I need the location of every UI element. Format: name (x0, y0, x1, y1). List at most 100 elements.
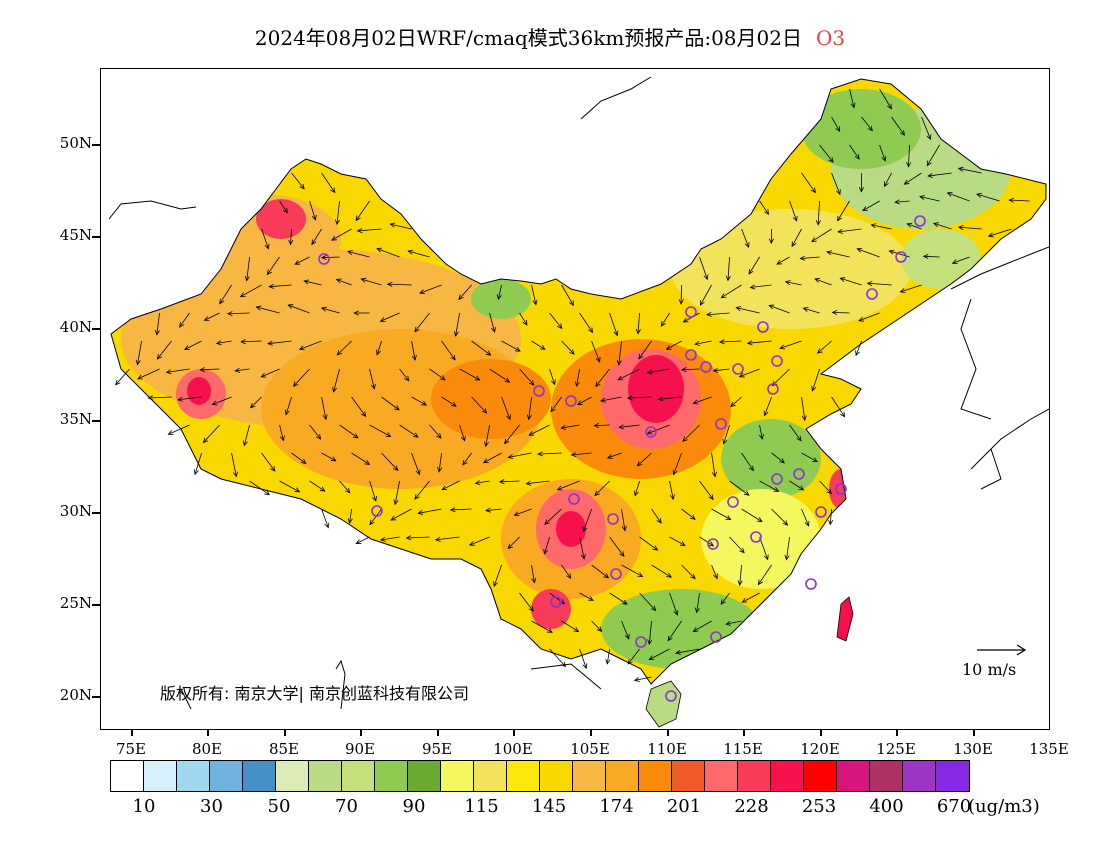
wind-arrow (453, 312, 460, 337)
lon-tick (207, 730, 209, 736)
wind-arrow (351, 396, 367, 418)
coastlines-north (108, 76, 652, 220)
wind-arrow (776, 256, 790, 265)
site-marker (732, 363, 744, 375)
wind-arrow (899, 284, 922, 293)
wind-arrow (239, 284, 262, 298)
wind-arrow (725, 256, 731, 282)
wind-arrow (651, 508, 662, 524)
wind-arrow (946, 191, 970, 202)
wind-reference-arrow (977, 644, 1027, 656)
wind-arrow (680, 367, 700, 373)
lat-tick (92, 236, 100, 238)
wind-arrow (147, 395, 172, 401)
wind-arrow (434, 536, 460, 542)
lat-label-45: 45N (59, 226, 92, 244)
wind-arrow (891, 116, 905, 136)
site-marker (793, 468, 805, 480)
lon-tick (667, 730, 669, 736)
wind-arrow (729, 480, 750, 496)
wind-arrow (595, 368, 610, 388)
wind-arrow (735, 306, 760, 314)
wind-arrow (576, 396, 592, 406)
wind-arrow (489, 368, 511, 383)
wind-arrow (244, 256, 250, 282)
wind-arrow (858, 172, 864, 193)
wind-arrow (771, 452, 785, 464)
wind-arrow (414, 480, 430, 500)
wind-arrow (507, 536, 520, 550)
wind-arrow (694, 340, 712, 346)
wind-arrow (815, 200, 821, 226)
site-marker (835, 483, 847, 495)
legend-label: 228 (734, 796, 769, 817)
wind-arrow (862, 200, 880, 212)
wind-arrow (437, 452, 443, 473)
wind-arrow (665, 340, 682, 350)
legend-swatch (936, 761, 969, 791)
lat-label-25: 25N (59, 594, 92, 612)
wind-arrow (646, 424, 670, 435)
site-marker (700, 361, 712, 373)
wind-arrow (711, 564, 718, 580)
lon-label-85: 85E (268, 740, 300, 758)
wind-arrow (321, 452, 337, 462)
wind-arrow (593, 422, 610, 429)
wind-arrow (528, 424, 550, 436)
wind-arrow (411, 452, 421, 476)
wind-arrow (741, 508, 763, 523)
lon-label-120: 120E (800, 740, 840, 758)
wind-arrow (667, 620, 682, 642)
legend-swatch (408, 761, 441, 791)
wind-arrow (288, 228, 294, 246)
wind-arrow (831, 172, 841, 196)
legend-swatch (342, 761, 375, 791)
wind-arrow (429, 368, 446, 381)
wind-arrow (926, 144, 940, 167)
site-marker (565, 395, 577, 407)
wind-arrow (279, 480, 301, 493)
wind-arrow (627, 648, 640, 665)
wind-arrow (609, 312, 619, 337)
wind-arrow (976, 192, 1000, 202)
wind-arrow (458, 284, 472, 301)
site-marker (610, 568, 622, 580)
wind-arrow (376, 247, 400, 258)
wind-arrow (582, 508, 592, 533)
copyright-text: 版权所有: 南京大学| 南京创蓝科技有限公司 (160, 684, 469, 703)
wind-arrow (894, 199, 910, 205)
legend-label: 70 (335, 796, 358, 817)
wind-arrow (1008, 197, 1030, 203)
wind-arrow (549, 312, 563, 330)
wind-arrow (699, 480, 714, 501)
wind-arrow (298, 340, 322, 351)
lon-tick (284, 730, 286, 736)
monitoring-sites (318, 215, 926, 702)
wind-arrow (507, 452, 532, 460)
wind-arrow (321, 172, 336, 194)
site-marker (771, 355, 783, 367)
wind-arrow (379, 536, 400, 542)
lat-label-30: 30N (59, 502, 92, 520)
wind-arrow (617, 368, 640, 381)
wind-arrow (249, 480, 270, 496)
legend-swatch (276, 761, 309, 791)
lat-label-20: 20N (59, 686, 92, 704)
wind-arrow (759, 200, 770, 215)
wind-arrow (784, 280, 802, 286)
lat-tick (92, 512, 100, 514)
wind-arrow (831, 396, 846, 418)
wind-arrow (292, 368, 310, 387)
site-marker (645, 426, 657, 438)
site-marker (635, 636, 647, 648)
lon-label-95: 95E (421, 740, 453, 758)
wind-arrow (356, 228, 382, 234)
wind-arrow (355, 200, 370, 222)
wind-arrow (657, 396, 682, 402)
wind-arrow (621, 508, 627, 532)
wind-arrow (309, 200, 317, 221)
wind-arrow (369, 480, 377, 502)
wind-arrow (242, 424, 250, 447)
wind-arrow (621, 564, 644, 578)
site-marker (371, 505, 383, 517)
